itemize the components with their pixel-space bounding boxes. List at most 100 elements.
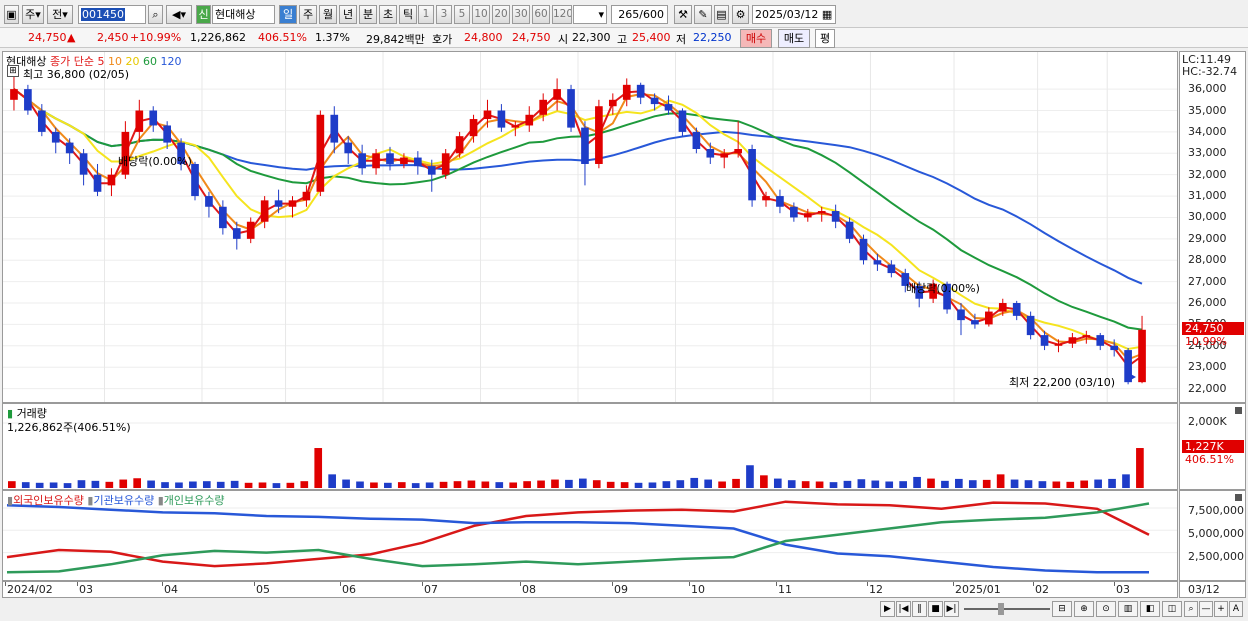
period-type-select[interactable]: 주▾ [22, 5, 44, 24]
interval-10[interactable]: 10 [472, 5, 490, 24]
candle-body [622, 84, 631, 100]
price-tag: 24,750 [1182, 322, 1244, 335]
candle-body [803, 213, 812, 218]
pause-icon[interactable]: ‖ [912, 601, 927, 617]
tab-month[interactable]: 월 [319, 5, 337, 24]
scroll-last-icon[interactable]: ▶| [944, 601, 959, 617]
panel-menu-icon[interactable]: ⊞ [7, 65, 19, 77]
interval-3[interactable]: 3 [436, 5, 452, 24]
tab-minute[interactable]: 분 [359, 5, 377, 24]
candle-body [943, 283, 951, 310]
candle-body [483, 110, 492, 120]
volume-bar [815, 481, 824, 488]
sound-icon[interactable]: ◀▾ [166, 5, 192, 24]
gear-icon[interactable]: ⚙ [732, 5, 749, 24]
interval-1[interactable]: 1 [418, 5, 434, 24]
x-tick-label: 12 [869, 583, 883, 596]
zoom-slider[interactable] [964, 608, 1050, 610]
price-tick-label: 32,000 [1188, 167, 1227, 181]
scroll-first-icon[interactable]: |◀ [896, 601, 911, 617]
chart-type-icon[interactable]: ▥ [1118, 601, 1138, 617]
tab-tick[interactable]: 틱 [399, 5, 417, 24]
crosshair-icon[interactable]: ⊕ [1074, 601, 1094, 617]
x-tick-mark [776, 582, 777, 586]
tab-week[interactable]: 주 [299, 5, 317, 24]
holdings-line-1 [6, 504, 1149, 574]
indicator-icon[interactable]: ⚒ [674, 5, 692, 24]
date-input[interactable]: 2025/03/12 ▦ [752, 5, 836, 24]
interval-20[interactable]: 20 [492, 5, 510, 24]
candlestick-chart[interactable] [3, 52, 1177, 402]
candle-body [720, 153, 729, 158]
volume-bar [760, 475, 768, 488]
tab-year[interactable]: 년 [339, 5, 357, 24]
volume-bar [425, 482, 434, 488]
volume-bar [91, 480, 100, 488]
x-tick-label: 07 [424, 583, 438, 596]
volume-chart[interactable] [3, 404, 1177, 489]
zoom-in-icon[interactable]: ⌕ [1184, 601, 1198, 617]
font-size-icon[interactable]: A [1229, 601, 1243, 617]
overlay-icon[interactable]: ◧ [1140, 601, 1160, 617]
compare-icon[interactable]: ◫ [1162, 601, 1182, 617]
change-value: 2,450 [97, 31, 129, 44]
x-tick-mark [77, 582, 78, 586]
tab-second[interactable]: 초 [379, 5, 397, 24]
volume-bar [397, 482, 406, 488]
count-input[interactable]: 265/600 [611, 5, 668, 24]
save-icon[interactable]: ▤ [714, 5, 729, 24]
current-price: 24,750 [28, 31, 67, 44]
candle-body [302, 191, 311, 201]
zoom-slider-handle[interactable] [998, 603, 1004, 615]
zoom-out-icon[interactable]: — [1199, 601, 1213, 617]
volume-bar [732, 478, 740, 488]
candle-body [1124, 350, 1132, 383]
tab-day[interactable]: 일 [279, 5, 297, 24]
drawing-icon[interactable]: ✎ [694, 5, 712, 24]
quote-bar: 24,750 ▲ 2,450 +10.99% 1,226,862 406.51%… [0, 28, 1248, 48]
compare-select[interactable]: 전▾ [47, 5, 73, 24]
volume-bar [1024, 480, 1033, 488]
search-icon[interactable]: ⌕ [148, 5, 163, 24]
stock-code-input[interactable]: 001450 [78, 5, 146, 24]
candle-body [1096, 335, 1105, 346]
candle-body [37, 110, 46, 132]
candle-body [107, 174, 116, 186]
layout-icon[interactable]: ▣ [4, 5, 19, 24]
candle-body [232, 228, 241, 239]
calendar-icon[interactable]: ▦ [821, 8, 833, 21]
custom-interval-select[interactable]: ▾ [573, 5, 607, 24]
holdings-tick-1: 7,500,000 [1188, 504, 1244, 517]
bid-price-1: 24,800 [464, 31, 503, 44]
candle-body [316, 114, 325, 192]
zoom-fit-icon[interactable]: ⊟ [1052, 601, 1072, 617]
bid-price-2: 24,750 [512, 31, 551, 44]
interval-30[interactable]: 30 [512, 5, 530, 24]
magnifier-icon[interactable]: ⊙ [1096, 601, 1116, 617]
panel-close-icon-2[interactable] [1235, 494, 1242, 501]
holdings-chart[interactable] [3, 491, 1177, 580]
interval-5[interactable]: 5 [454, 5, 470, 24]
volume-bar [913, 476, 921, 488]
price-tick-label: 33,000 [1188, 146, 1227, 160]
sell-button[interactable]: 매도 [778, 29, 810, 48]
panel-close-icon[interactable] [1235, 407, 1242, 414]
volume-bar [453, 481, 462, 488]
scroll-right-icon[interactable]: ▶ [880, 601, 895, 617]
volume-bar [509, 482, 518, 488]
eval-button[interactable]: 평 [815, 29, 835, 48]
interval-60[interactable]: 60 [532, 5, 550, 24]
stop-icon[interactable]: ■ [928, 601, 943, 617]
price-tick-label: 27,000 [1188, 274, 1227, 288]
x-tick-mark [254, 582, 255, 586]
x-tick-mark [1114, 582, 1115, 586]
plus-icon[interactable]: + [1214, 601, 1228, 617]
high-marker: 최고 36,800 (02/05) [23, 68, 130, 81]
volume-value: 1,226,862 [190, 31, 246, 44]
interval-120[interactable]: 120 [552, 5, 572, 24]
buy-button[interactable]: 매수 [740, 29, 772, 48]
candle-body [455, 136, 464, 154]
candle-body [427, 166, 436, 175]
scroll-controls: ▶ |◀ ‖ ■ ▶| ⊟ ⊕ ⊙ ▥ ◧ ◫ ⌕ — + A [880, 601, 1246, 618]
